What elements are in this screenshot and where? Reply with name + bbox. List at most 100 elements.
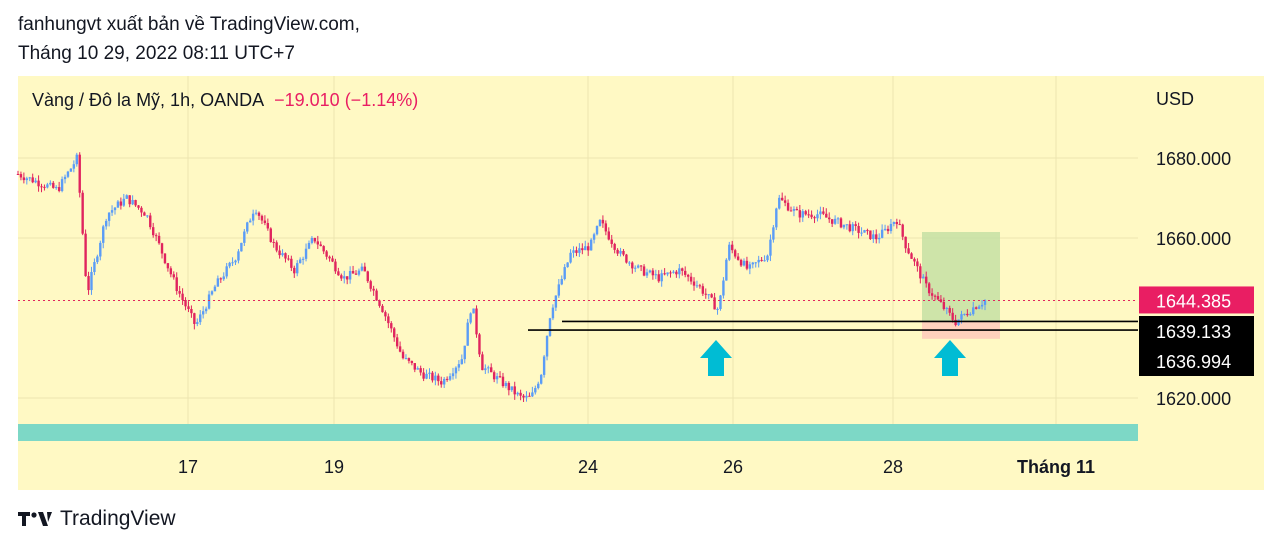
candle-body [869,230,872,240]
candle-body [84,233,87,277]
candle-body [72,164,76,169]
candle-body [983,300,987,305]
candle-body [55,187,58,189]
currency-label: USD [1156,89,1195,109]
up-arrow-shape [934,340,966,376]
candle-body [319,244,322,247]
candle-body [404,358,408,360]
candle-body [945,307,948,309]
candle-body [681,268,684,271]
candle-body [619,250,622,254]
candle-body [290,258,293,268]
candle-body [775,208,778,228]
x-tick-label: Tháng 11 [1017,457,1095,477]
candle-body [413,363,416,370]
candle-body [666,272,669,275]
candle-body [645,272,649,276]
candle-body [816,214,819,219]
candle-body [501,376,505,387]
candle-body [531,392,534,397]
candle-body [278,250,281,256]
candle-body [528,395,531,397]
candle-body [340,275,343,279]
candle-body [907,248,910,254]
candle-body [393,328,396,338]
candle-body [495,376,499,380]
candle-body [954,319,957,326]
candle-body [178,291,181,294]
candle-body [284,253,287,259]
candle-body [587,246,590,251]
candle-body [199,314,202,323]
candle-body [490,367,493,373]
candle-body [237,251,240,261]
candle-body [325,251,328,257]
candle-body [152,227,155,236]
candle-body [263,220,267,224]
candle-body [334,261,337,272]
candle-body [387,316,390,324]
candle-body [578,248,581,253]
candle-body [331,258,334,262]
y-tick-label: 1660.000 [1156,229,1231,249]
candle-body [933,295,937,297]
candle-body [231,262,234,264]
candle-body [742,260,746,266]
candle-body [260,215,264,221]
candle-body [813,217,816,219]
candle-body [410,360,414,364]
candle-body [425,373,428,379]
candle-body [87,276,90,291]
candle-body [37,180,40,187]
candle-body [66,171,70,177]
candle-body [307,242,311,249]
candle-body [469,313,472,323]
symbol-name: Vàng / Đô la Mỹ, 1h, OANDA [32,90,264,110]
candle-body [519,392,522,396]
candle-body [833,218,837,224]
candle-body [90,272,93,291]
footer-brand[interactable]: TradingView [18,507,176,531]
candle-body [904,236,907,249]
candle-body [196,322,199,324]
candle-body [922,276,925,279]
level-labels-bg [1139,316,1254,376]
candle-body [128,195,131,205]
candle-body [416,368,419,370]
candle-body [877,237,881,240]
x-tick-label: 19 [324,457,344,477]
candle-body [669,272,672,274]
candle-body [504,382,508,387]
candle-body [863,230,866,233]
candle-body [572,250,575,253]
candle-body [293,267,296,274]
candle-body [883,228,887,230]
candle-body [974,307,978,309]
candle-body [595,225,599,235]
candle-body [839,218,843,228]
candle-body [701,286,705,294]
candle-body [880,229,884,238]
candle-body [281,253,284,256]
candle-body [401,351,405,359]
candle-body [146,215,149,217]
candle-body [122,198,126,206]
candle-body [375,290,378,301]
candle-body [219,278,223,280]
candle-body [157,235,161,244]
candle-body [925,276,928,284]
candle-body [78,154,81,193]
candle-body [936,296,940,300]
candle-body [592,234,596,240]
candle-body [269,228,272,242]
candle-body [725,259,728,281]
candle-body [622,250,625,255]
candle-body [783,200,787,203]
candle-body [234,260,237,263]
candle-body [113,207,117,211]
candle-body [763,260,766,262]
candle-body [948,307,951,313]
candle-body [187,306,190,310]
candle-body [560,279,563,285]
